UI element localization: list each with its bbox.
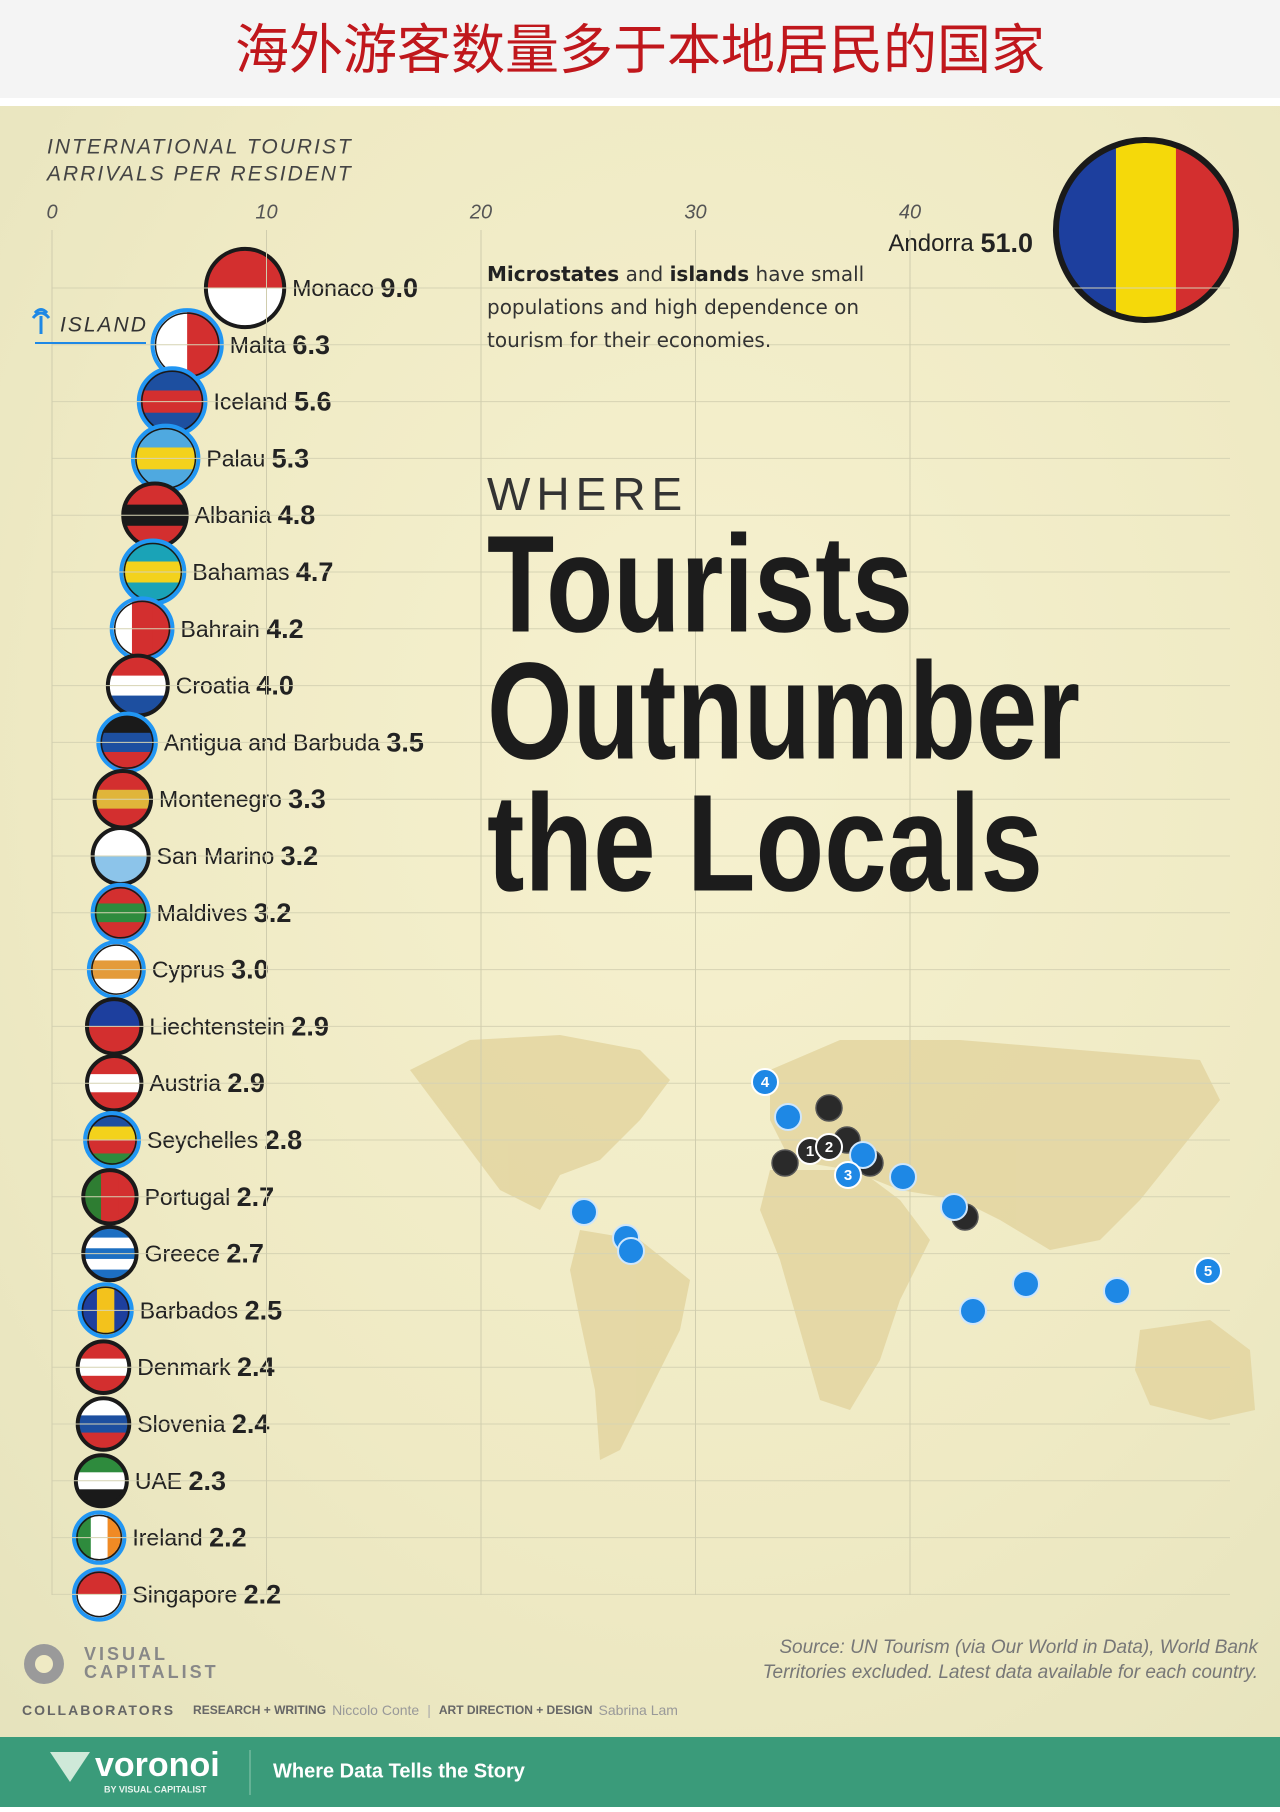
flag-stripe	[83, 1258, 137, 1271]
map-marker-label: 2	[825, 1139, 833, 1156]
map-marker	[1194, 1257, 1222, 1285]
axis-title: ARRIVALS PER RESIDENT	[45, 163, 353, 186]
title-line: Outnumber	[487, 634, 1080, 788]
axis-title: INTERNATIONAL TOURIST	[47, 136, 353, 159]
map-dot	[889, 1163, 917, 1191]
value-label: 51.0	[980, 228, 1033, 258]
map-dot	[1012, 1270, 1040, 1298]
footer-brand-sub: BY VISUAL CAPITALIST	[104, 1784, 207, 1794]
credit-name: Niccolo Conte	[332, 1702, 419, 1718]
flag-stripe	[85, 1126, 140, 1141]
map-dot	[1103, 1277, 1131, 1305]
continent	[570, 1230, 690, 1460]
header-band	[0, 0, 1280, 98]
map-dot	[940, 1193, 968, 1221]
collaborators: COLLABORATORS RESEARCH + WRITING Niccolo C…	[22, 1702, 678, 1718]
logo-text: CAPITALIST	[84, 1662, 219, 1682]
category-label: Andorra	[888, 230, 974, 257]
map-marker-label: 5	[1204, 1263, 1212, 1280]
credit-label: COLLABORATORS	[22, 1702, 175, 1718]
flag-stripe	[1115, 140, 1177, 320]
x-tick-label: 10	[255, 201, 277, 223]
footer-brand: voronoi	[95, 1746, 220, 1784]
x-tick-label: 30	[684, 201, 706, 223]
source: Source: UN Tourism (via Our World in Dat…	[779, 1637, 1259, 1658]
x-tick-label: 0	[46, 201, 57, 223]
footer-logo	[50, 1752, 90, 1782]
continent	[1135, 1320, 1255, 1420]
x-tick-label: 20	[469, 201, 492, 223]
title-line: Tourists	[487, 507, 913, 661]
map-dot	[959, 1297, 987, 1325]
x-tick-label: 40	[899, 201, 921, 223]
map-marker	[834, 1161, 862, 1189]
source: Territories excluded. Latest data availa…	[763, 1662, 1258, 1683]
footer-band	[0, 1737, 1280, 1807]
map-marker	[751, 1068, 779, 1096]
annotation-bold: islands	[669, 262, 750, 286]
logo-text: VISUAL	[84, 1644, 168, 1664]
map-marker-label: 1	[806, 1143, 814, 1160]
map-marker-label: 4	[761, 1074, 770, 1091]
flag-stripe	[85, 1140, 140, 1154]
header-title: 海外游客数量多于本地居民的国家	[235, 19, 1045, 82]
continent	[770, 1040, 1220, 1250]
credit-name: Sabrina Lam	[599, 1702, 678, 1718]
map-dot	[570, 1198, 598, 1226]
footer-tagline: Where Data Tells the Story	[273, 1760, 526, 1782]
annotation-text: have small populations and high dependen…	[487, 262, 865, 352]
map-dot	[849, 1141, 877, 1169]
map-dot	[815, 1094, 843, 1122]
background	[0, 106, 1280, 1737]
flag-stripe	[83, 1237, 137, 1249]
annotation: Microstates and islands have small popul…	[487, 258, 877, 357]
data-label: Barbados 2.5	[140, 1296, 282, 1326]
title-kicker: WHERE	[487, 468, 688, 520]
legend: ISLAND	[31, 308, 148, 344]
continent	[760, 1170, 930, 1410]
legend-icon	[31, 308, 51, 334]
dot	[1052, 137, 1239, 323]
map-dot	[617, 1237, 645, 1265]
credit-role: RESEARCH + WRITING	[193, 1703, 326, 1717]
map-dot	[774, 1103, 802, 1131]
title-line: the Locals	[487, 766, 1043, 920]
flag-stripe	[83, 1226, 137, 1239]
legend-label: ISLAND	[60, 314, 148, 337]
credit-role: ART DIRECTION + DESIGN	[439, 1703, 593, 1717]
continent	[410, 1035, 670, 1210]
map-marker	[815, 1133, 843, 1161]
data-label: Andorra 51.0	[888, 228, 1033, 258]
credit-sep: |	[427, 1702, 431, 1718]
flag-stripe	[83, 1269, 137, 1281]
annotation-bold: Microstates	[487, 262, 620, 286]
annotation-text: and	[625, 262, 664, 286]
world-map	[410, 1035, 1255, 1460]
map-dot	[771, 1149, 799, 1177]
logo-mark	[35, 1655, 53, 1673]
map-marker-label: 3	[844, 1167, 852, 1184]
